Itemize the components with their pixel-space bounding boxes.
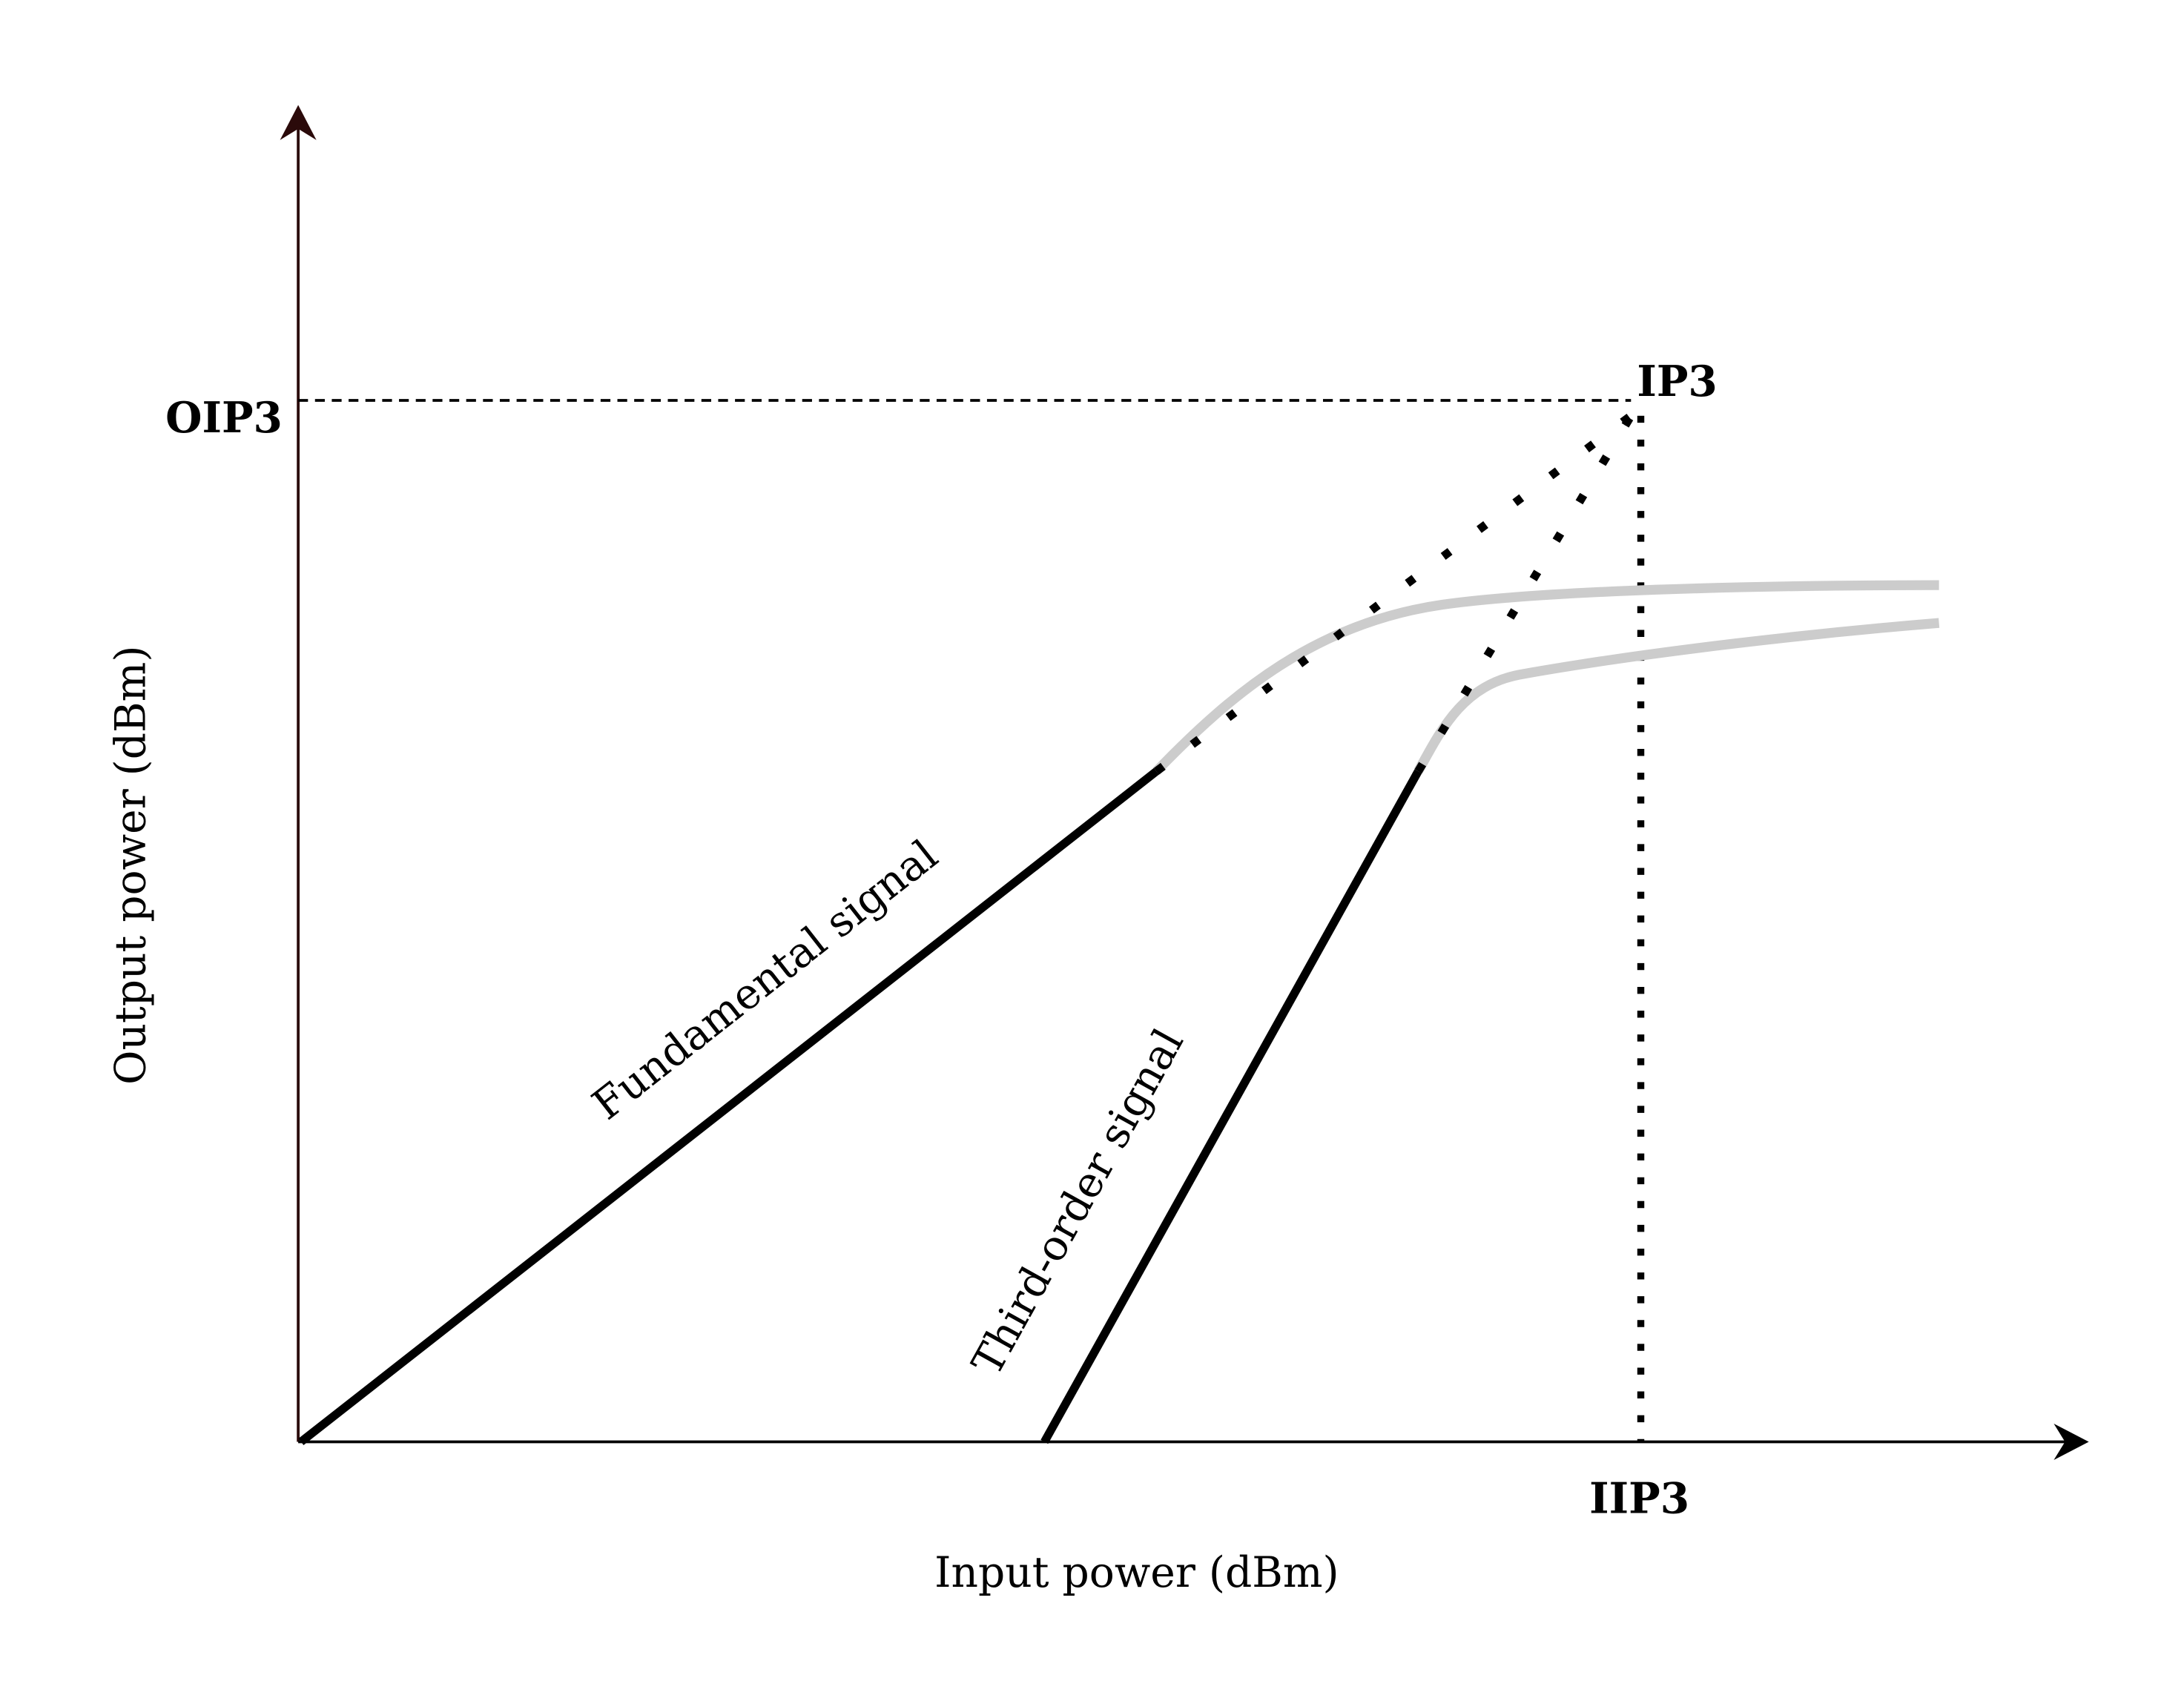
ip3-label: IP3 <box>1637 357 1717 406</box>
third-order-label: Third-order signal <box>963 1021 1193 1384</box>
fundamental-extrapolation <box>1153 412 1634 775</box>
y-axis-arrow <box>280 105 317 140</box>
oip3-label: OIP3 <box>165 394 283 443</box>
fundamental-compression <box>1152 580 1939 775</box>
iip3-label: IIP3 <box>1589 1474 1689 1523</box>
third-order-line <box>1040 769 1422 1444</box>
x-axis-arrow <box>2053 1423 2089 1461</box>
x-axis-label: Input power (dBm) <box>934 1548 1339 1597</box>
y-axis-label: Output power (dBm) <box>107 646 156 1085</box>
third-order-compression <box>1413 618 1940 774</box>
fundamental-line <box>298 767 1159 1445</box>
